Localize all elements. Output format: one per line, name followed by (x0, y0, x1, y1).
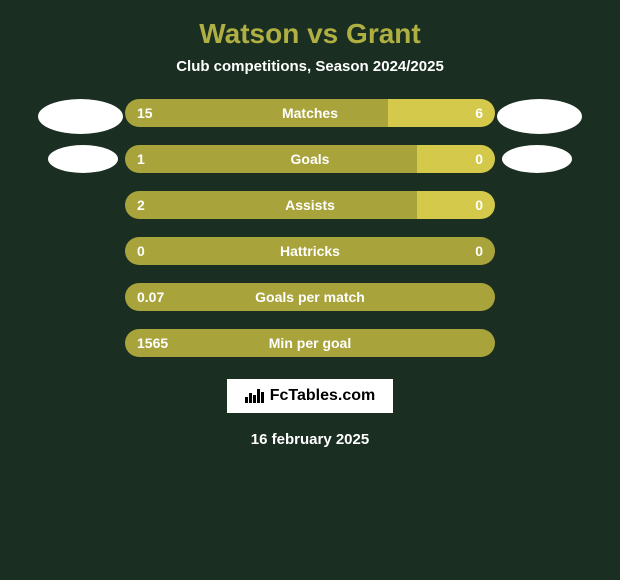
stat-left-bar: 1 (125, 145, 417, 173)
stat-left-value: 1 (137, 151, 145, 167)
chart-icon (245, 389, 264, 403)
page-title: Watson vs Grant (199, 18, 420, 50)
stat-right-value: 6 (475, 105, 483, 121)
stat-left-value: 15 (137, 105, 153, 121)
stat-right-bar: 6 (388, 99, 495, 127)
stat-row: 1 0 Goals (125, 145, 495, 173)
stat-label: Matches (282, 105, 338, 121)
stat-left-value: 0 (137, 243, 145, 259)
stat-right-value: 0 (475, 151, 483, 167)
subtitle: Club competitions, Season 2024/2025 (176, 58, 444, 75)
stat-left-value: 2 (137, 197, 145, 213)
stat-right-value: 0 (475, 197, 483, 213)
player-left-avatar-1 (38, 99, 123, 134)
stat-left-value: 0.07 (137, 289, 164, 305)
stat-label: Goals (291, 151, 330, 167)
stat-row: 2 0 Assists (125, 191, 495, 219)
footer-date: 16 february 2025 (251, 431, 369, 448)
stat-row: 1565 Min per goal (125, 329, 495, 357)
stat-label: Min per goal (269, 335, 351, 351)
logo-text: FcTables.com (270, 387, 376, 405)
stat-left-value: 1565 (137, 335, 168, 351)
stat-label: Hattricks (280, 243, 340, 259)
player-right-avatar-1 (497, 99, 582, 134)
stat-label: Assists (285, 197, 335, 213)
stat-right-bar: 0 (417, 145, 495, 173)
stat-right-bar: 0 (417, 191, 495, 219)
stat-label: Goals per match (255, 289, 365, 305)
site-logo: FcTables.com (227, 379, 394, 413)
stat-row: 0.07 Goals per match (125, 283, 495, 311)
stat-left-bar: 15 (125, 99, 388, 127)
stat-row: 15 6 Matches (125, 99, 495, 127)
player-right-avatar-2 (502, 145, 572, 173)
stat-left-bar: 2 (125, 191, 417, 219)
stats-area: 15 6 Matches 1 0 Goals 2 0 Assists 0 0 Hattricks 0.0… (20, 99, 600, 448)
player-left-avatar-2 (48, 145, 118, 173)
stat-row: 0 0 Hattricks (125, 237, 495, 265)
stat-right-value: 0 (475, 243, 483, 259)
